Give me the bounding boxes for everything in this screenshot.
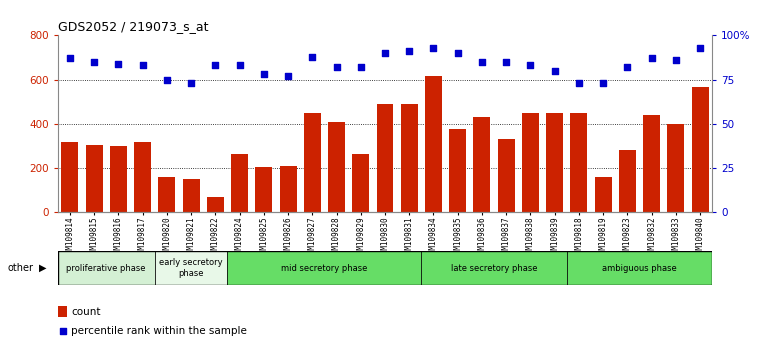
Text: mid secretory phase: mid secretory phase bbox=[281, 264, 367, 273]
Point bbox=[136, 63, 149, 68]
Bar bbox=[58, 306, 68, 317]
Point bbox=[621, 64, 634, 70]
Point bbox=[597, 80, 609, 86]
Bar bbox=[110, 146, 127, 212]
Point bbox=[282, 73, 294, 79]
Text: other: other bbox=[8, 263, 34, 273]
Text: GDS2052 / 219073_s_at: GDS2052 / 219073_s_at bbox=[58, 20, 208, 33]
Bar bbox=[643, 115, 660, 212]
Bar bbox=[280, 166, 296, 212]
Bar bbox=[691, 87, 708, 212]
Point bbox=[209, 63, 222, 68]
Bar bbox=[594, 177, 611, 212]
Bar bbox=[227, 251, 421, 285]
Point bbox=[64, 56, 76, 61]
Point bbox=[427, 45, 440, 51]
Point bbox=[185, 80, 197, 86]
Bar bbox=[182, 179, 199, 212]
Point bbox=[88, 59, 100, 65]
Point bbox=[379, 50, 391, 56]
Bar bbox=[497, 139, 514, 212]
Text: ambiguous phase: ambiguous phase bbox=[602, 264, 677, 273]
Point bbox=[451, 50, 464, 56]
Bar bbox=[207, 197, 224, 212]
Text: ▶: ▶ bbox=[38, 263, 46, 273]
Text: late secretory phase: late secretory phase bbox=[450, 264, 537, 273]
Point bbox=[306, 54, 319, 59]
Point bbox=[500, 59, 512, 65]
Bar bbox=[522, 113, 539, 212]
Bar bbox=[159, 177, 176, 212]
Bar bbox=[328, 122, 345, 212]
Bar bbox=[256, 167, 273, 212]
Bar bbox=[134, 142, 151, 212]
Point bbox=[645, 56, 658, 61]
Point bbox=[288, 239, 300, 245]
Point bbox=[524, 63, 537, 68]
Bar bbox=[85, 145, 102, 212]
Point bbox=[161, 77, 173, 82]
Text: proliferative phase: proliferative phase bbox=[66, 264, 146, 273]
Bar bbox=[619, 150, 636, 212]
Text: percentile rank within the sample: percentile rank within the sample bbox=[71, 326, 247, 336]
Bar bbox=[421, 251, 567, 285]
Point bbox=[355, 64, 367, 70]
Bar bbox=[546, 113, 563, 212]
Bar bbox=[668, 124, 685, 212]
Bar bbox=[353, 154, 370, 212]
Point bbox=[233, 63, 246, 68]
Bar bbox=[425, 76, 442, 212]
Point bbox=[330, 64, 343, 70]
Bar bbox=[449, 130, 466, 212]
Text: count: count bbox=[71, 307, 101, 316]
Bar bbox=[400, 104, 417, 212]
Bar bbox=[304, 113, 321, 212]
Point bbox=[258, 72, 270, 77]
Point bbox=[694, 45, 706, 51]
Bar bbox=[474, 117, 490, 212]
Bar bbox=[155, 251, 227, 285]
Bar bbox=[571, 113, 588, 212]
Bar bbox=[58, 251, 155, 285]
Point bbox=[573, 80, 585, 86]
Text: early secretory
phase: early secretory phase bbox=[159, 258, 223, 278]
Bar bbox=[567, 251, 712, 285]
Bar bbox=[62, 142, 79, 212]
Point bbox=[112, 61, 125, 67]
Point bbox=[403, 48, 415, 54]
Point bbox=[670, 57, 682, 63]
Bar bbox=[377, 104, 393, 212]
Bar bbox=[231, 154, 248, 212]
Point bbox=[548, 68, 561, 74]
Point bbox=[476, 59, 488, 65]
